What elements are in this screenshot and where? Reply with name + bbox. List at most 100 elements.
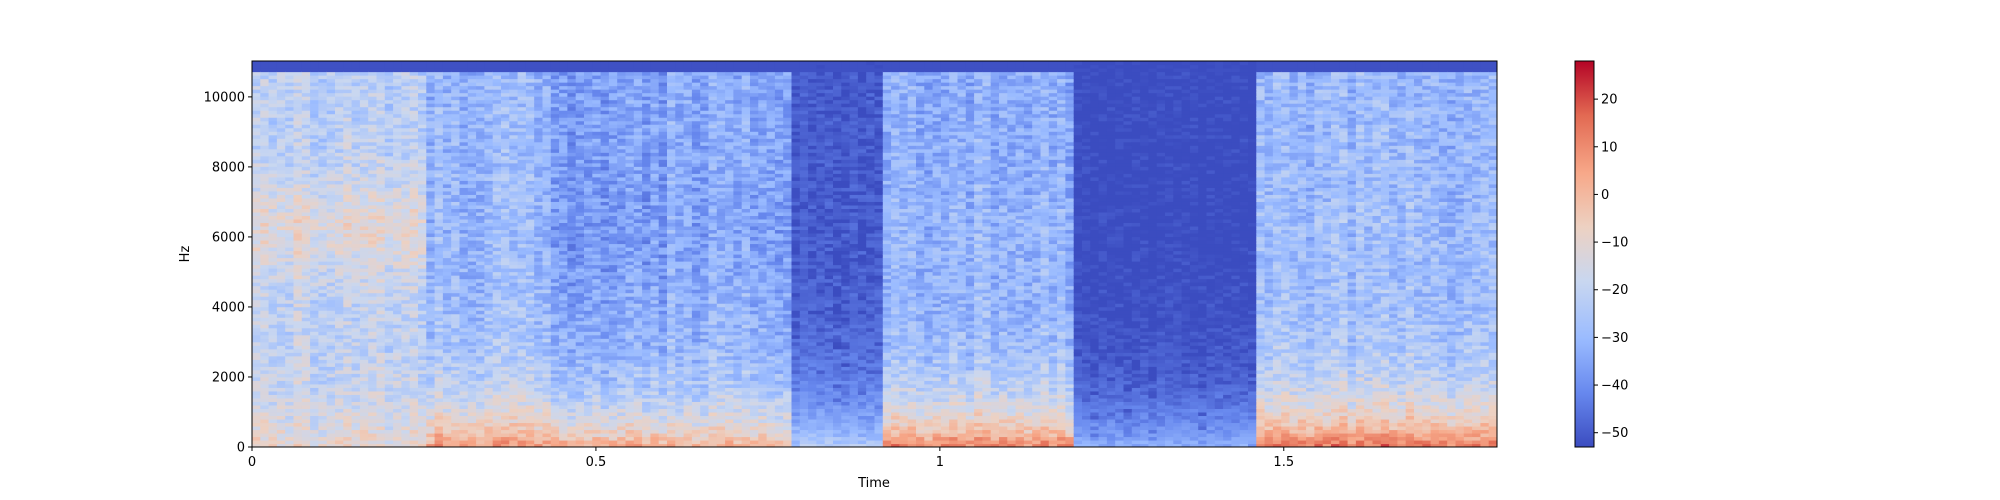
spectrogram-cell: [293, 64, 303, 69]
spectrogram-cell: [252, 415, 261, 420]
spectrogram-cell: [542, 268, 552, 273]
spectrogram-cell: [409, 296, 419, 301]
spectrogram-cell: [525, 387, 535, 392]
spectrogram-cell: [252, 176, 261, 181]
spectrogram-cell: [501, 443, 510, 447]
spectrogram-cell: [384, 334, 394, 339]
spectrogram-cell: [268, 159, 278, 164]
spectrogram-cell: [359, 78, 369, 83]
spectrogram-cell: [501, 422, 510, 427]
spectrogram-cell: [409, 425, 419, 431]
spectrogram-cell: [326, 429, 336, 434]
spectrogram-cell: [592, 271, 602, 276]
spectrogram-cell: [608, 401, 618, 406]
spectrogram-cell: [351, 103, 361, 108]
spectrogram-cell: [584, 61, 593, 66]
spectrogram-cell: [409, 85, 419, 90]
spectrogram-cell: [575, 254, 585, 259]
spectrogram-cell: [517, 236, 527, 241]
spectrogram-cell: [301, 313, 311, 318]
spectrogram-cell: [260, 296, 270, 301]
spectrogram-cell: [426, 324, 436, 329]
spectrogram-cell: [293, 110, 303, 115]
spectrogram-cell: [434, 169, 444, 174]
spectrogram-cell: [393, 327, 402, 332]
spectrogram-cell: [509, 310, 519, 315]
spectrogram-cell: [442, 296, 452, 301]
spectrogram-cell: [442, 394, 452, 399]
spectrogram-cell: [625, 303, 635, 308]
spectrogram-cell: [326, 246, 336, 252]
spectrogram-cell: [459, 152, 469, 157]
spectrogram-cell: [517, 71, 527, 76]
spectrogram-cell: [525, 82, 535, 87]
spectrogram-cell: [426, 401, 436, 406]
spectrogram-cell: [559, 250, 568, 255]
spectrogram-cell: [559, 92, 568, 97]
spectrogram-cell: [567, 225, 577, 231]
spectrogram-cell: [285, 355, 295, 360]
spectrogram-cell: [534, 359, 544, 364]
spectrogram-cell: [335, 208, 344, 213]
spectrogram-cell: [285, 303, 295, 308]
spectrogram-cell: [592, 366, 602, 371]
spectrogram-cell: [575, 250, 585, 255]
spectrogram-cell: [492, 190, 502, 195]
spectrogram-cell: [608, 306, 618, 311]
spectrogram-cell: [293, 155, 303, 160]
spectrogram-cell: [559, 218, 568, 224]
spectrogram-cell: [335, 376, 344, 381]
spectrogram-cell: [617, 278, 627, 283]
spectrogram-cell: [442, 345, 452, 350]
spectrogram-cell: [525, 180, 535, 185]
spectrogram-cell: [293, 75, 303, 80]
spectrogram-cell: [310, 355, 319, 360]
spectrogram-cell: [442, 390, 452, 395]
spectrogram-cell: [525, 194, 535, 199]
spectrogram-cell: [359, 124, 369, 129]
spectrogram-cell: [393, 383, 402, 388]
spectrogram-cell: [592, 275, 602, 280]
spectrogram-cell: [467, 250, 477, 255]
spectrogram-cell: [426, 334, 436, 339]
spectrogram-cell: [384, 82, 394, 87]
spectrogram-cell: [442, 411, 452, 417]
spectrogram-cell: [501, 89, 510, 94]
spectrogram-cell: [318, 271, 328, 276]
spectrogram-cell: [384, 439, 394, 445]
spectrogram-cell: [409, 166, 419, 171]
spectrogram-cell: [467, 64, 477, 69]
spectrogram-cell: [442, 285, 452, 290]
spectrogram-cell: [542, 394, 552, 399]
spectrogram-cell: [600, 380, 610, 385]
spectrogram-cell: [567, 383, 577, 388]
spectrogram-cell: [409, 299, 419, 304]
spectrogram-cell: [484, 103, 494, 108]
spectrogram-cell: [384, 176, 394, 181]
spectrogram-cell: [384, 425, 394, 431]
spectrogram-cell: [600, 201, 610, 206]
spectrogram-cell: [252, 436, 261, 441]
spectrogram-cell: [484, 345, 494, 350]
spectrogram-cell: [434, 429, 444, 434]
spectrogram-cell: [276, 89, 286, 94]
spectrogram-cell: [451, 422, 461, 427]
spectrogram-cell: [376, 148, 386, 153]
spectrogram-cell: [542, 359, 552, 364]
spectrogram-cell: [409, 285, 419, 290]
spectrogram-cell: [285, 264, 295, 269]
spectrogram-cell: [434, 278, 444, 283]
spectrogram-cell: [409, 120, 419, 125]
spectrogram-cell: [509, 429, 519, 434]
spectrogram-cell: [542, 180, 552, 185]
spectrogram-cell: [301, 387, 311, 392]
spectrogram-cell: [326, 292, 336, 297]
spectrogram-cell: [600, 439, 610, 445]
spectrogram-cell: [368, 422, 378, 427]
spectrogram-cell: [608, 145, 618, 150]
spectrogram-cell: [318, 113, 328, 118]
spectrogram-cell: [401, 285, 411, 290]
spectrogram-cell: [542, 408, 552, 413]
spectrogram-cell: [310, 194, 319, 199]
spectrogram-cell: [268, 264, 278, 269]
